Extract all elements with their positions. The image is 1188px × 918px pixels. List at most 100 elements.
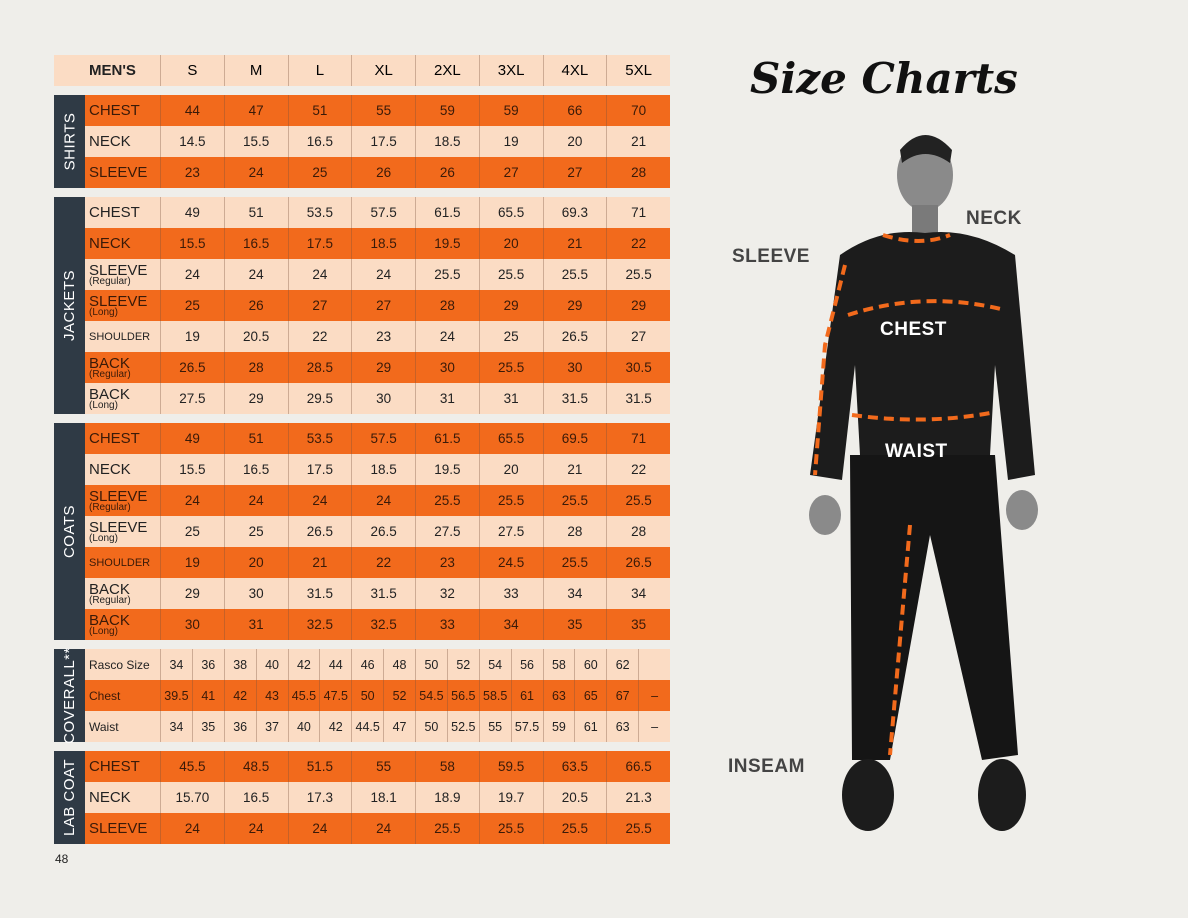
value-cell: 15.5 <box>223 126 288 157</box>
value-cell: 31.5 <box>606 383 670 414</box>
value-cell: 29 <box>542 290 607 321</box>
value-cell: 22 <box>606 228 670 259</box>
row-sublabel: (Long) <box>89 306 118 318</box>
value-cell: 24 <box>351 813 415 844</box>
row-label: SLEEVE <box>85 157 160 188</box>
value-cell: 66.5 <box>606 751 670 782</box>
value-cell: 24 <box>160 485 224 516</box>
table-row: BACK (Long) 27.5 29 29.5 30 31 31 31.5 31.5 <box>54 383 670 414</box>
size-header-5xl: 5XL <box>606 55 670 86</box>
value-cell: 52 <box>383 680 415 711</box>
value-cell: 52 <box>446 649 479 680</box>
value-cell: – <box>638 680 670 711</box>
value-cell: 18.5 <box>351 454 415 485</box>
value-cell <box>638 649 670 680</box>
value-cell: 31.5 <box>542 383 607 414</box>
value-cell: 55 <box>478 711 511 742</box>
value-cell: 34 <box>606 578 670 609</box>
value-cell: 61 <box>510 680 543 711</box>
row-label-text: BACK <box>89 611 130 629</box>
value-cell: 28 <box>223 352 288 383</box>
section-tag-label: SHIRTS <box>61 112 79 171</box>
value-cell: 24 <box>287 259 352 290</box>
table-row: SLEEVE 24 24 24 24 25.5 25.5 25.5 25.5 <box>54 813 670 844</box>
value-cell: 20 <box>542 126 607 157</box>
value-cell: 36 <box>191 649 224 680</box>
value-cell: 61 <box>574 711 606 742</box>
value-cell: 25.5 <box>478 259 543 290</box>
table-row: NECK 14.5 15.5 16.5 17.5 18.5 19 20 21 <box>54 126 670 157</box>
table-row: NECK 15.5 16.5 17.5 18.5 19.5 20 21 22 <box>54 454 670 485</box>
table-row: Chest 39.5 41 42 43 45.5 47.5 50 52 54.5 56.5 58.5 6… <box>54 680 670 711</box>
section-tag: COATS <box>54 423 85 640</box>
table-row: NECK 15.5 16.5 17.5 18.5 19.5 20 21 22 <box>54 228 670 259</box>
size-header-3xl: 3XL <box>478 55 543 86</box>
row-sublabel: (Long) <box>89 532 118 544</box>
row-label-text: CHEST <box>89 758 140 775</box>
value-cell: 31.5 <box>287 578 352 609</box>
value-cell: 24.5 <box>478 547 543 578</box>
value-cell: 32 <box>415 578 479 609</box>
value-cell: 69.5 <box>542 423 607 454</box>
row-label: BACK (Regular) <box>85 578 160 609</box>
row-label: SLEEVE <box>85 813 160 844</box>
section-tag-label: COATS <box>61 504 78 559</box>
value-cell: 25.5 <box>415 813 479 844</box>
value-cell: 24 <box>223 259 288 290</box>
value-cell: 16.5 <box>223 782 288 813</box>
table-row: Waist 34 35 36 37 40 42 44.5 47 50 52.5 55 57.5 59 61 6… <box>54 711 670 742</box>
value-cell: 36 <box>223 711 256 742</box>
section-tag-label: LAB COAT <box>61 758 79 837</box>
value-cell: 31 <box>223 609 288 640</box>
value-cell: 28 <box>606 516 670 547</box>
table-row: CHEST 49 51 53.5 57.5 61.5 65.5 69.3 71 <box>54 197 670 228</box>
value-cell: 27 <box>606 321 670 352</box>
row-label-text: Rasco Size <box>89 657 150 672</box>
value-cell: 35 <box>191 711 224 742</box>
value-cell: 26.5 <box>287 516 352 547</box>
value-cell: 25.5 <box>542 259 607 290</box>
value-cell: 63.5 <box>542 751 607 782</box>
value-cell: 26.5 <box>351 516 415 547</box>
value-cell: 47.5 <box>319 680 351 711</box>
value-cell: 53.5 <box>287 197 352 228</box>
value-cell: 20.5 <box>542 782 607 813</box>
value-cell: 26.5 <box>160 352 224 383</box>
row-label: SLEEVE (Long) <box>85 290 160 321</box>
value-cell: 28 <box>415 290 479 321</box>
row-label: Rasco Size <box>85 649 160 680</box>
table-row: SLEEVE 23 24 25 26 26 27 27 28 <box>54 157 670 188</box>
value-cell: 27 <box>351 290 415 321</box>
value-cell: 23 <box>415 547 479 578</box>
value-cell: 20 <box>223 547 288 578</box>
value-cell: 47 <box>223 95 288 126</box>
row-label-text: BACK <box>89 385 130 403</box>
row-label: BACK (Regular) <box>85 352 160 383</box>
table-row: SLEEVE (Regular) 24 24 24 24 25.5 25.5 25.5 25.5 <box>54 259 670 290</box>
sleeve-label: SLEEVE <box>732 246 810 267</box>
value-cell: 65 <box>574 680 606 711</box>
value-cell: 25.5 <box>606 813 670 844</box>
value-cell: 29 <box>478 290 543 321</box>
value-cell: 27 <box>287 290 352 321</box>
value-cell: 50 <box>415 711 447 742</box>
value-cell: 48 <box>383 649 415 680</box>
value-cell: 69.3 <box>542 197 607 228</box>
value-cell: 34 <box>160 711 192 742</box>
row-label: SHOULDER <box>85 547 160 578</box>
section-tag: JACKETS <box>54 197 85 414</box>
value-cell: 25.5 <box>606 259 670 290</box>
value-cell: 25.5 <box>478 813 543 844</box>
row-label-text: NECK <box>89 235 131 252</box>
row-label-text: SLEEVE <box>89 164 148 181</box>
value-cell: 70 <box>606 95 670 126</box>
section-tag: COVERALL** <box>54 647 85 744</box>
value-cell: 18.5 <box>415 126 479 157</box>
value-cell: 41 <box>191 680 224 711</box>
value-cell: 50 <box>415 649 447 680</box>
value-cell: 58 <box>542 649 575 680</box>
value-cell: 22 <box>606 454 670 485</box>
header-row: MEN'S S M L XL 2XL 3XL 4XL 5XL <box>54 55 670 86</box>
row-sublabel: (Long) <box>89 625 118 637</box>
value-cell: 25.5 <box>415 485 479 516</box>
